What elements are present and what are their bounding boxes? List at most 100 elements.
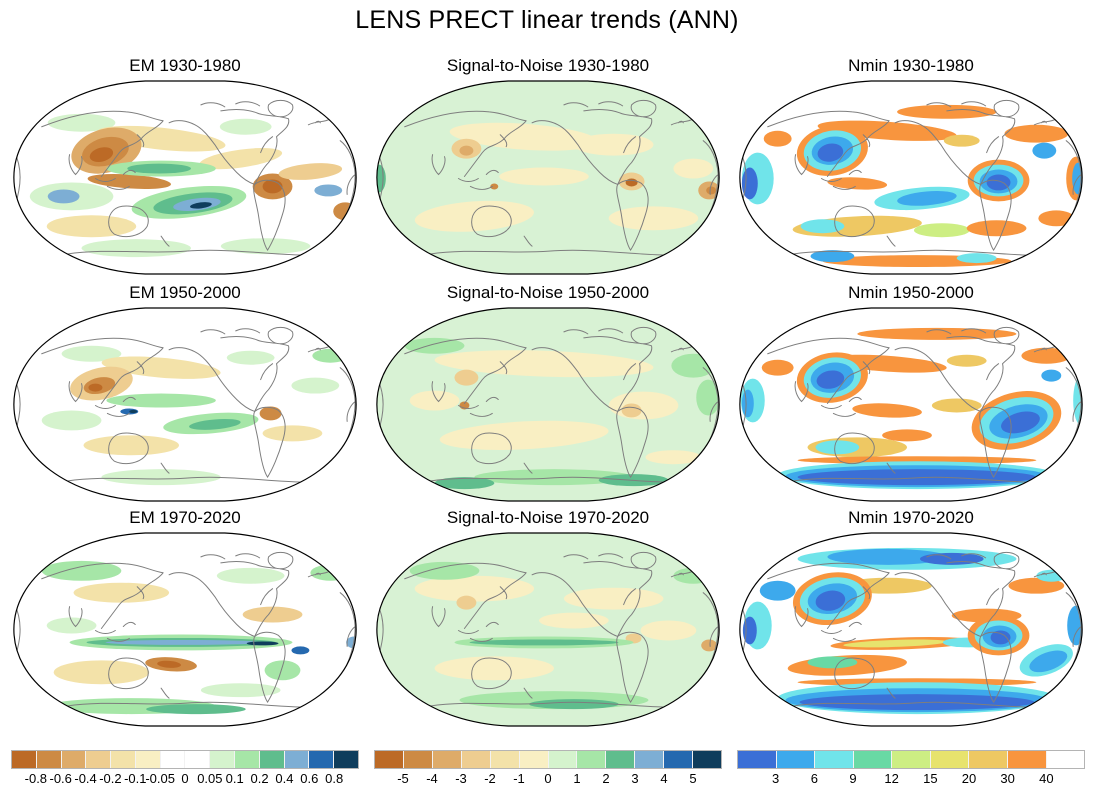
map-s2n-1930-1980 (376, 80, 720, 275)
panel-title-em-1950-2000: EM 1950-2000 (129, 283, 241, 302)
colorbar-tick-label: -0.4 (74, 771, 97, 786)
colorbar-tick-label: -5 (397, 771, 409, 786)
colorbar-s2n: -5 -4 -3 -2 -1 0 1 2 3 4 5 (374, 750, 722, 788)
colorbar-tick-label: -0.8 (24, 771, 48, 786)
colorbar-tick-label: -0.05 (145, 771, 175, 786)
panel-title-s2n-1950-2000: Signal-to-Noise 1950-2000 (446, 283, 650, 302)
panel-title-nmin-1950-2000: Nmin 1950-2000 (848, 283, 974, 302)
colorbar-segment (134, 751, 160, 768)
colorbar-tick-label: 0.1 (225, 771, 244, 786)
panel-title-nmin-1930-1980: Nmin 1930-1980 (848, 56, 974, 75)
map-s2n-1950-2000 (376, 307, 720, 502)
colorbar-segment (375, 751, 403, 768)
colorbar-segment (12, 751, 36, 768)
colorbar-strip-nmin (737, 750, 1085, 769)
colorbar-segment (159, 751, 185, 768)
colorbar-segment (60, 751, 86, 768)
colorbar-segment (775, 751, 815, 768)
colorbar-segment (85, 751, 111, 768)
colorbar-tick-label: -2 (484, 771, 496, 786)
colorbar-tick-label: 0.4 (275, 771, 294, 786)
colorbar-strip-s2n (374, 750, 722, 769)
colorbar-segment (489, 751, 519, 768)
colorbar-tick-label: -4 (426, 771, 438, 786)
colorbar-segment (431, 751, 461, 768)
panel-title-s2n-1930-1980: Signal-to-Noise 1930-1980 (446, 56, 650, 75)
panel-title-nmin-1970-2020: Nmin 1970-2020 (848, 508, 974, 527)
colorbar-tick-label: -0.6 (49, 771, 72, 786)
coastlines-icon (739, 99, 1082, 256)
panel-em-1950-2000: EM 1950-2000 (11, 282, 359, 503)
coastlines-icon (13, 551, 356, 708)
panel-nmin-1950-2000: Nmin 1950-2000 (737, 282, 1085, 503)
coastlines-icon (739, 551, 1082, 708)
panel-nmin-1970-2020: Nmin 1970-2020 (737, 507, 1085, 728)
coastlines-icon (376, 326, 719, 483)
colorbar-segment (1006, 751, 1046, 768)
colorbar-segment (663, 751, 693, 768)
colorbar-ticks-s2n: -5 -4 -3 -2 -1 0 1 2 3 4 5 (374, 771, 722, 788)
colorbar-tick-label: 15 (923, 771, 938, 786)
panel-s2n-1970-2020: Signal-to-Noise 1970-2020 (374, 507, 722, 728)
colorbar-tick-label: 5 (689, 771, 697, 786)
colorbar-segment (308, 751, 334, 768)
colorbar-tick-label: 12 (884, 771, 899, 786)
panel-s2n-1950-2000: Signal-to-Noise 1950-2000 (374, 282, 722, 503)
colorbar-nmin: 3 6 9 12 15 20 30 40 (737, 750, 1085, 788)
panel-em-1970-2020: EM 1970-2020 (11, 507, 359, 728)
colorbar-segment (605, 751, 635, 768)
colorbar-segment (460, 751, 490, 768)
colorbar-segment (576, 751, 606, 768)
colorbar-segment (1045, 751, 1085, 768)
map-em-1950-2000 (13, 307, 357, 502)
panel-title-s2n-1970-2020: Signal-to-Noise 1970-2020 (446, 508, 650, 527)
colorbar-segment (283, 751, 309, 768)
coastlines-icon (376, 99, 719, 256)
colorbar-segment (634, 751, 664, 768)
colorbar-tick-label: 4 (660, 771, 668, 786)
coastlines-icon (739, 326, 1082, 483)
colorbar-strip-trend (11, 750, 359, 769)
colorbar-tick-label: -1 (513, 771, 525, 786)
colorbar-tick-label: 30 (1000, 771, 1015, 786)
colorbar-tick-label: 40 (1039, 771, 1054, 786)
colorbar-trend: -0.8 -0.6 -0.4 -0.2 -0.1 -0.05 0 0.05 0.1 0.2 0.4 0… (11, 750, 359, 788)
colorbar-segment (692, 751, 722, 768)
colorbar-segment (333, 751, 358, 768)
map-em-1930-1980 (13, 80, 357, 275)
colorbar-tick-label: 6 (810, 771, 818, 786)
colorbar-tick-label: -3 (455, 771, 467, 786)
colorbar-segment (258, 751, 284, 768)
panel-title-em-1970-2020: EM 1970-2020 (129, 508, 241, 527)
figure-title: LENS PRECT linear trends (ANN) (355, 6, 739, 34)
colorbar-segment (547, 751, 577, 768)
map-nmin-1930-1980 (739, 80, 1083, 275)
panel-s2n-1930-1980: Signal-to-Noise 1930-1980 (374, 55, 722, 276)
map-nmin-1950-2000 (739, 307, 1083, 502)
colorbar-segment (814, 751, 853, 768)
colorbar-tick-label: 0.05 (197, 771, 223, 786)
colorbar-tick-label: -0.2 (99, 771, 122, 786)
colorbar-tick-label: 2 (602, 771, 610, 786)
colorbar-segment (738, 751, 776, 768)
map-s2n-1970-2020 (376, 532, 720, 727)
colorbar-ticks-nmin: 3 6 9 12 15 20 30 40 (737, 771, 1085, 788)
colorbar-segment (891, 751, 930, 768)
colorbar-segment (110, 751, 135, 768)
colorbar-segment (35, 751, 61, 768)
colorbar-segment (234, 751, 259, 768)
map-nmin-1970-2020 (739, 532, 1083, 727)
coastlines-icon (13, 326, 356, 483)
colorbar-tick-label: 9 (849, 771, 857, 786)
colorbar-tick-label: 0.6 (300, 771, 319, 786)
colorbar-tick-label: -0.1 (124, 771, 147, 786)
colorbar-tick-label: 3 (772, 771, 780, 786)
colorbar-tick-label: 0.2 (250, 771, 269, 786)
panel-title-em-1930-1980: EM 1930-1980 (129, 56, 241, 75)
panel-em-1930-1980: EM 1930-1980 (11, 55, 359, 276)
colorbar-segment (209, 751, 235, 768)
colorbar-segment (929, 751, 969, 768)
colorbar-tick-label: 20 (961, 771, 977, 786)
coastlines-icon (376, 551, 719, 708)
